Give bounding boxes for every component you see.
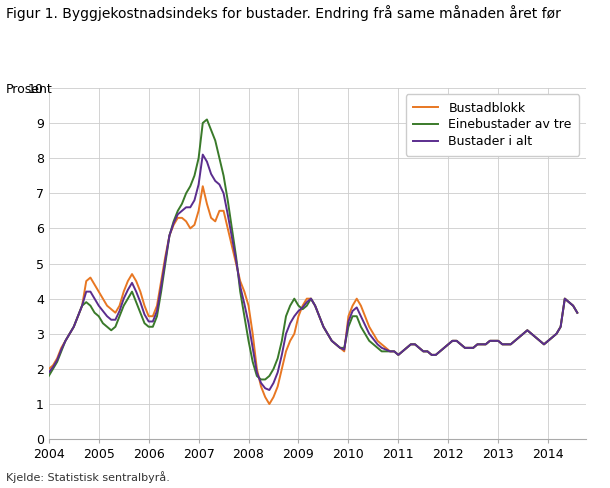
Bustader i alt [174,211,181,217]
Einebustader av tre [270,366,277,372]
Bustadblokk [45,366,52,372]
Bustader i alt [45,369,52,375]
Line: Einebustader av tre: Einebustader av tre [49,120,577,380]
Einebustader av tre [257,377,265,383]
Text: Kjelde: Statistisk sentralbyrå.: Kjelde: Statistisk sentralbyrå. [6,471,170,483]
Bustadblokk [557,324,564,330]
Bustadblokk [245,303,252,308]
Text: Figur 1. Byggjekostnadsindeks for bustader. Endring frå same månaden året før: Figur 1. Byggjekostnadsindeks for bustad… [6,5,561,21]
Bustadblokk [270,394,277,400]
Einebustader av tre [203,117,210,122]
Bustader i alt [507,342,514,347]
Text: Prosent: Prosent [6,83,53,96]
Bustadblokk [573,310,581,316]
Einebustader av tre [573,310,581,316]
Bustader i alt [245,320,252,326]
Bustadblokk [199,183,206,189]
Line: Bustader i alt: Bustader i alt [49,155,577,390]
Legend: Bustadblokk, Einebustader av tre, Bustader i alt: Bustadblokk, Einebustader av tre, Bustad… [406,94,580,156]
Einebustader av tre [507,342,514,347]
Bustadblokk [174,215,181,221]
Line: Bustadblokk: Bustadblokk [49,186,577,404]
Einebustader av tre [245,338,252,344]
Einebustader av tre [45,373,52,379]
Einebustader av tre [174,208,181,214]
Bustadblokk [507,342,514,347]
Bustader i alt [328,338,336,344]
Bustader i alt [573,310,581,316]
Bustadblokk [328,338,336,344]
Einebustader av tre [557,324,564,330]
Bustader i alt [557,324,564,330]
Bustader i alt [199,152,206,158]
Bustadblokk [266,401,273,407]
Bustader i alt [270,380,277,386]
Einebustader av tre [328,338,336,344]
Bustader i alt [266,387,273,393]
